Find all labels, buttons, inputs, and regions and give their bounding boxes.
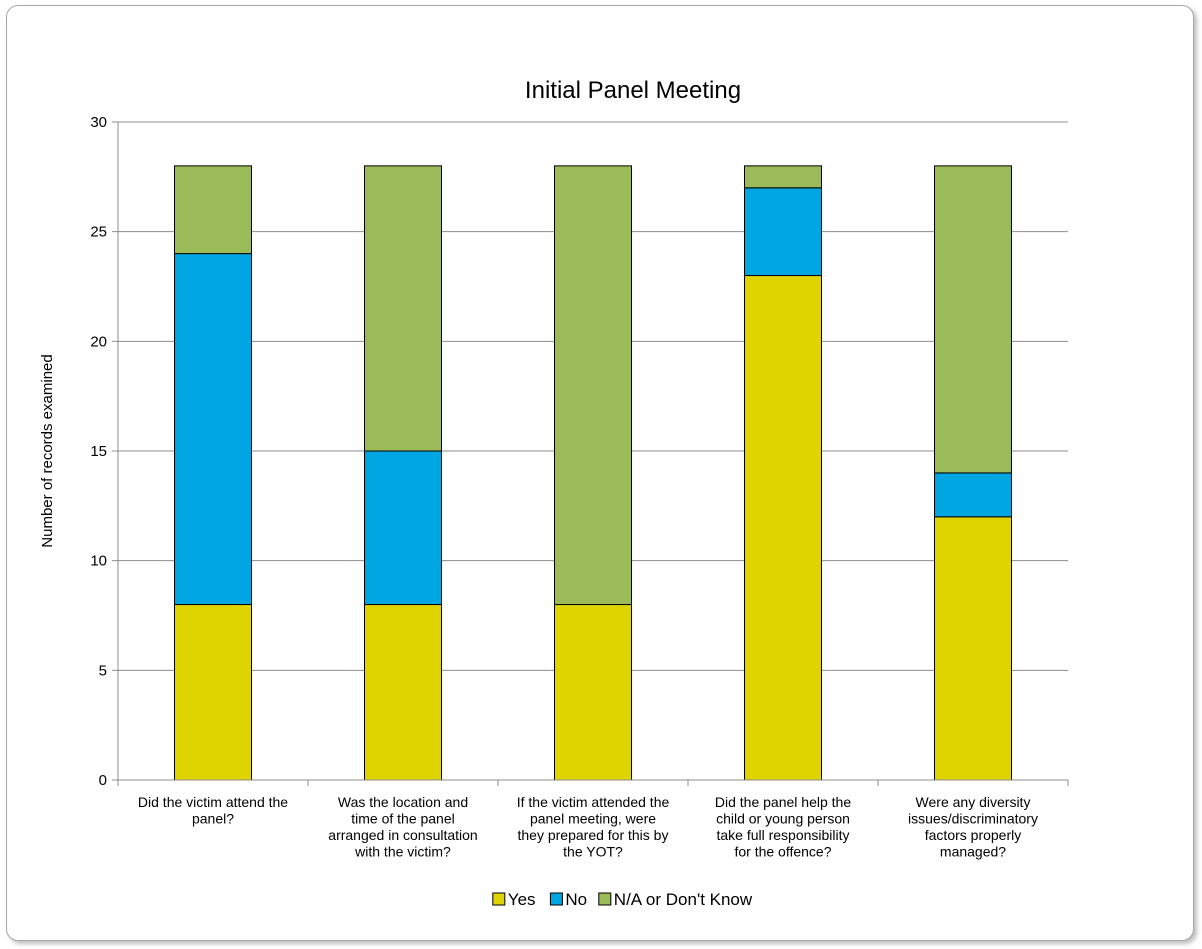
bar-segment-no <box>934 472 1012 518</box>
legend-swatch <box>598 892 612 906</box>
x-category-label-line: panel meeting, were <box>530 811 656 827</box>
x-category-label-line: panel? <box>192 811 234 827</box>
x-category-label-line: the YOT? <box>563 844 623 860</box>
bar-segment-no <box>174 253 252 606</box>
chart-title: Initial Panel Meeting <box>525 77 741 104</box>
y-tick-label: 30 <box>90 114 107 131</box>
x-category-label-line: Did the victim attend the <box>138 794 288 810</box>
x-category-label-line: issues/discriminatory <box>908 811 1038 827</box>
x-category-label: Did the panel help the child or young per… <box>715 794 851 860</box>
x-category-label-line: Were any diversity <box>916 794 1031 810</box>
axes <box>117 122 1069 786</box>
bar-segment-no <box>364 450 442 606</box>
y-tick-label: 10 <box>90 553 107 570</box>
x-category-label: Was the location and time of the panel arr… <box>328 794 477 860</box>
x-category-labels: Did the victim attend the panel? Was the l… <box>138 794 1038 860</box>
y-tick-label: 25 <box>90 224 107 241</box>
bars <box>174 165 1012 781</box>
x-category-label-line: with the victim? <box>354 844 451 860</box>
y-tick-label: 15 <box>90 443 107 460</box>
x-category-label-line: If the victim attended the <box>517 794 670 810</box>
x-category-label-line: Was the location and <box>338 794 468 810</box>
bar-segment-no <box>744 187 822 277</box>
x-category-label: Did the victim attend the panel? <box>138 794 288 827</box>
x-category-label-line: managed? <box>940 844 1006 860</box>
x-category-label-line: take full responsibility <box>716 827 849 843</box>
y-tick-label: 0 <box>99 772 107 789</box>
x-category-label-line: factors properly <box>925 827 1021 843</box>
legend-swatch <box>492 892 506 906</box>
x-category-label-line: time of the panel <box>351 811 455 827</box>
bar-segment-yes <box>554 604 632 781</box>
bar-segment-n-a-or-don-t-know <box>364 165 442 452</box>
bar-segment-yes <box>934 516 1012 781</box>
bar-segment-n-a-or-don-t-know <box>174 165 252 255</box>
x-category-label-line: arranged in consultation <box>328 827 477 843</box>
y-tick-label: 5 <box>99 662 107 679</box>
x-category-label-line: Did the panel help the <box>715 794 851 810</box>
legend-label: No <box>565 890 587 909</box>
bar-segment-yes <box>744 275 822 781</box>
y-tick-label: 20 <box>90 333 107 350</box>
x-category-label-line: for the offence? <box>734 844 831 860</box>
bar-segment-n-a-or-don-t-know <box>934 165 1012 474</box>
legend: Yes No N/A or Don't Know <box>492 890 753 909</box>
x-category-label-line: they prepared for this by <box>518 827 669 843</box>
y-axis-label: Number of records examined <box>39 354 56 547</box>
legend-swatch <box>549 892 563 906</box>
legend-label: Yes <box>508 890 536 909</box>
bar-segment-n-a-or-don-t-know <box>554 165 632 606</box>
x-category-label-line: child or young person <box>716 811 850 827</box>
x-category-label: Were any diversity issues/discriminatory f… <box>908 794 1038 860</box>
legend-label: N/A or Don't Know <box>614 890 753 909</box>
bar-segment-n-a-or-don-t-know <box>744 165 822 189</box>
bar-segment-yes <box>174 604 252 781</box>
y-tick-labels: 0 5 10 15 20 25 30 <box>90 114 107 789</box>
x-category-label: If the victim attended the panel meeting,… <box>517 794 670 860</box>
bar-segment-yes <box>364 604 442 781</box>
